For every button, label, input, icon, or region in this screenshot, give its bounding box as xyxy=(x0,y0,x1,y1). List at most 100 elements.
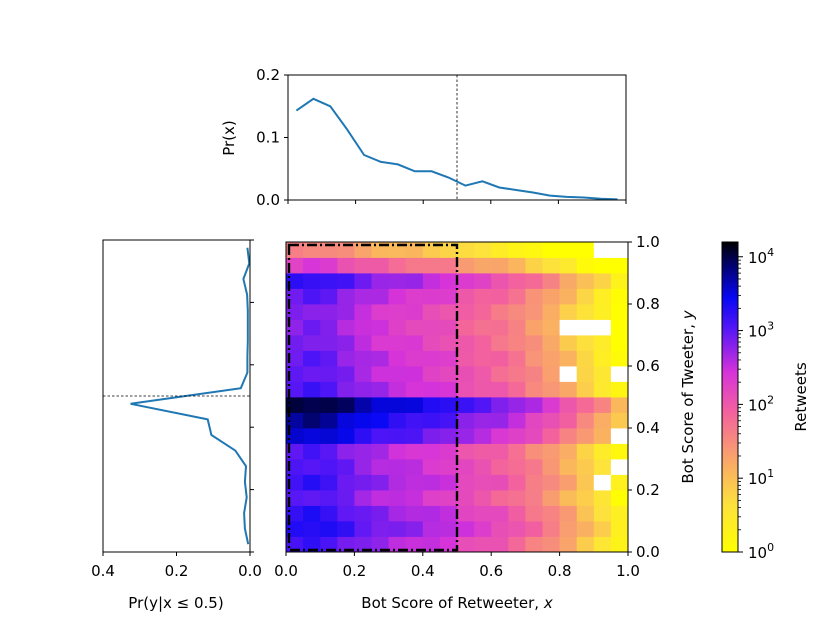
heatmap-cell xyxy=(474,288,492,305)
heatmap-cell xyxy=(371,459,389,475)
heatmap-frame xyxy=(285,241,629,553)
heatmap-cell xyxy=(303,536,321,553)
heatmap-cell xyxy=(525,412,543,429)
heatmap-cell xyxy=(457,288,475,305)
heatmap-cell xyxy=(576,242,595,258)
joint-heatmap-panel: 0.0 0.2 0.4 0.6 0.8 1.0 0.0 0.2 0.4 0.6 0.8 1.0 Bo… xyxy=(274,233,697,612)
heatmap-cell xyxy=(422,319,441,336)
heatmap-cell xyxy=(354,536,372,553)
heatmap-cell xyxy=(525,490,543,506)
heatmap-cell xyxy=(337,490,355,506)
heatmap-cell xyxy=(320,443,338,460)
heatmap-cell xyxy=(508,536,526,553)
heatmap-cell xyxy=(542,474,560,491)
heatmap-cell xyxy=(610,350,629,367)
heatmap-cell xyxy=(337,521,355,537)
heatmap-cell xyxy=(610,304,629,320)
heatmap-cell xyxy=(320,350,338,367)
heatmap-cell xyxy=(559,536,578,553)
colorbar: 100 101 102 103 104 Retweets xyxy=(721,241,810,562)
heatmap-cell xyxy=(576,335,595,351)
heatmap-cell xyxy=(508,505,526,522)
heatmap-cell xyxy=(610,490,629,506)
heatmap-cell xyxy=(303,381,321,398)
marginal-x-panel: 0.0 0.1 0.2 Pr(x) xyxy=(220,66,627,209)
heatmap-cell xyxy=(542,443,560,460)
heatmap-cell xyxy=(337,350,355,367)
colorbar-label: Retweets xyxy=(792,362,810,431)
heatmap-cell xyxy=(439,273,458,289)
heatmap-cell xyxy=(439,521,458,537)
heatmap-cell xyxy=(525,381,543,398)
heatmap-cell xyxy=(354,288,372,305)
heatmap-cell xyxy=(388,459,407,475)
heatmap-cell xyxy=(457,474,475,491)
heatmap-cell xyxy=(474,319,492,336)
heatmap-cell xyxy=(354,257,372,274)
heatmap-cell xyxy=(576,474,595,491)
heatmap-cell xyxy=(491,412,509,429)
ytick-label: 1.0 xyxy=(636,233,660,251)
heatmap-cell xyxy=(593,335,612,351)
heatmap-cell xyxy=(371,521,389,537)
marginal-x-line xyxy=(295,97,618,201)
heatmap-cell xyxy=(508,521,526,537)
heatmap-cell xyxy=(525,505,543,522)
xtick-label: 0.2 xyxy=(342,562,366,580)
heatmap-cell xyxy=(303,459,321,475)
heatmap-cell xyxy=(542,319,560,336)
heatmap-cell xyxy=(457,521,475,537)
heatmap-cell xyxy=(508,273,526,289)
heatmap-cell xyxy=(559,319,578,336)
heatmap-cell xyxy=(457,443,475,460)
heatmap-cell xyxy=(610,257,629,274)
heatmap-cell xyxy=(303,335,321,351)
heatmap-cell xyxy=(576,521,595,537)
heatmap-cell xyxy=(508,257,526,274)
heatmap-cell xyxy=(388,490,407,506)
heatmap-cell xyxy=(491,459,509,475)
heatmap-cell xyxy=(388,521,407,537)
ytick-label: 0.6 xyxy=(636,357,660,375)
heatmap-cell xyxy=(610,242,629,258)
heatmap-cell xyxy=(371,288,389,305)
heatmap-cell xyxy=(388,257,407,274)
heatmap-cell xyxy=(422,273,441,289)
heatmap-cell xyxy=(388,397,407,413)
heatmap-yticks: 0.0 0.2 0.4 0.6 0.8 1.0 xyxy=(628,233,660,561)
heatmap-cell xyxy=(337,474,355,491)
heatmap-cell xyxy=(422,459,441,475)
heatmap-cell xyxy=(371,443,389,460)
heatmap-cell xyxy=(405,304,424,320)
heatmap-cell xyxy=(542,366,560,382)
heatmap-cell xyxy=(474,505,492,522)
heatmap-cell xyxy=(303,474,321,491)
heatmap-cell xyxy=(337,288,355,305)
heatmap-cell xyxy=(474,428,492,444)
heatmap-cell xyxy=(354,490,372,506)
colorbar-ticks: 100 101 102 103 104 xyxy=(738,246,774,562)
heatmap-cell xyxy=(542,257,560,274)
heatmap-cell xyxy=(576,304,595,320)
heatmap-cell xyxy=(593,350,612,367)
heatmap-cell xyxy=(320,304,338,320)
heatmap-cell xyxy=(559,288,578,305)
heatmap-cell xyxy=(593,397,612,413)
heatmap-cell xyxy=(388,412,407,429)
heatmap-cell xyxy=(508,397,526,413)
heatmap-cell xyxy=(457,242,475,258)
heatmap-cell xyxy=(559,257,578,274)
heatmap-cell xyxy=(559,459,578,475)
heatmap-cell xyxy=(576,381,595,398)
heatmap-cell xyxy=(491,428,509,444)
heatmap-cell xyxy=(405,536,424,553)
heatmap-cell xyxy=(474,366,492,382)
heatmap-cell xyxy=(422,350,441,367)
heatmap-cell xyxy=(576,273,595,289)
heatmap-cell xyxy=(422,381,441,398)
heatmap-cell xyxy=(388,474,407,491)
heatmap-cell xyxy=(593,428,612,444)
ytick-label: 0.2 xyxy=(636,481,660,499)
heatmap-cell xyxy=(405,412,424,429)
heatmap-cell xyxy=(559,490,578,506)
